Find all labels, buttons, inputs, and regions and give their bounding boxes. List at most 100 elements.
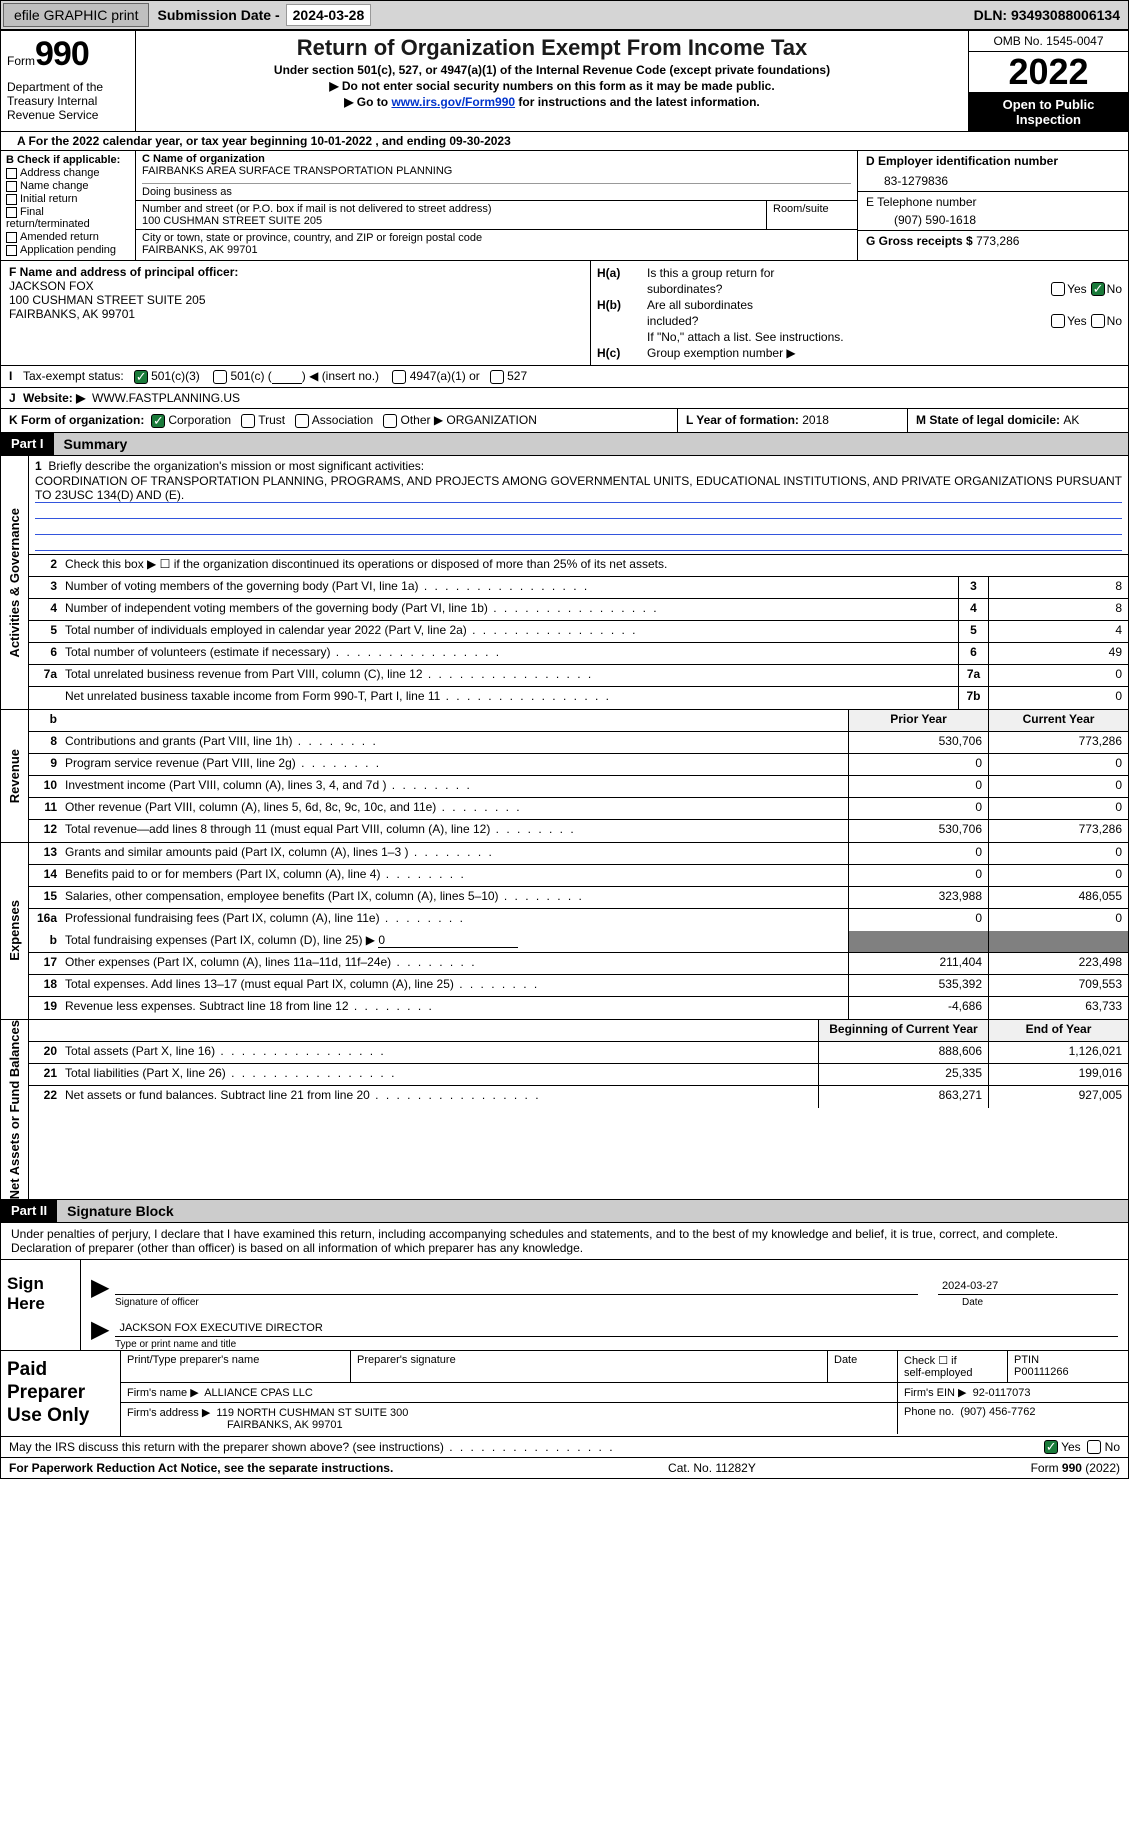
line-num: 3 — [29, 577, 61, 598]
line16b-cy-shade — [988, 931, 1128, 952]
checkbox-501c3[interactable] — [134, 370, 148, 384]
state-domicile: M State of legal domicile: AK — [908, 409, 1128, 432]
gov-line-4: 4 Number of independent voting members o… — [29, 599, 1128, 621]
current-year-value: 773,286 — [988, 732, 1128, 753]
line-num: 13 — [29, 843, 61, 864]
hb-no-checkbox[interactable] — [1091, 314, 1105, 328]
line-box: 5 — [958, 621, 988, 642]
checkbox-association[interactable] — [295, 414, 309, 428]
checkbox-amended-return[interactable] — [6, 232, 17, 243]
ha-no-checkbox[interactable] — [1091, 282, 1105, 296]
line-desc: Net assets or fund balances. Subtract li… — [61, 1086, 818, 1108]
dba-label: Doing business as — [142, 186, 232, 198]
open-to-public-badge: Open to Public Inspection — [969, 93, 1128, 131]
checkbox-corporation[interactable] — [151, 414, 165, 428]
prior-year-value: 0 — [848, 798, 988, 819]
sign-here-label: Sign Here — [1, 1260, 81, 1350]
part2-title: Signature Block — [57, 1200, 1128, 1222]
arrow-icon: ▶ — [91, 1323, 109, 1337]
firm-ein-label: Firm's EIN ▶ — [904, 1387, 967, 1399]
l-value: 2018 — [802, 413, 829, 427]
tel-label: E Telephone number — [866, 195, 1120, 209]
line-num: 11 — [29, 798, 61, 819]
discuss-no-checkbox[interactable] — [1087, 1440, 1101, 1454]
irs-link[interactable]: www.irs.gov/Form990 — [391, 95, 515, 109]
org-name-block: C Name of organization FAIRBANKS AREA SU… — [136, 151, 857, 201]
line-box: 7a — [958, 665, 988, 686]
line-desc: Grants and similar amounts paid (Part IX… — [61, 843, 848, 864]
line-num: 21 — [29, 1064, 61, 1085]
line-desc: Net unrelated business taxable income fr… — [61, 687, 958, 709]
tax-exempt-label: Tax-exempt status: — [23, 369, 124, 383]
line-desc: Investment income (Part VIII, column (A)… — [61, 776, 848, 797]
line-desc: Total revenue—add lines 8 through 11 (mu… — [61, 820, 848, 842]
checkbox-other[interactable] — [383, 414, 397, 428]
line-22: 22 Net assets or fund balances. Subtract… — [29, 1086, 1128, 1108]
firm-ein-value: 92-0117073 — [973, 1387, 1031, 1399]
begin-year-header: Beginning of Current Year — [818, 1020, 988, 1041]
ein-label: D Employer identification number — [866, 154, 1120, 168]
line-num: 10 — [29, 776, 61, 797]
officer-label: F Name and address of principal officer: — [9, 265, 582, 279]
website-label: Website: ▶ — [23, 391, 85, 405]
room-block: Room/suite — [767, 201, 857, 229]
prior-year-value: -4,686 — [848, 997, 988, 1019]
street-value: 100 CUSHMAN STREET SUITE 205 — [142, 215, 760, 227]
line2-num: 2 — [29, 555, 61, 576]
prior-year-value: 530,706 — [848, 732, 988, 753]
checkbox-501c[interactable] — [213, 370, 227, 384]
line-value: 8 — [988, 577, 1128, 598]
rev-hdr-spacer — [61, 710, 848, 731]
line16b-py-shade — [848, 931, 988, 952]
cat-no: Cat. No. 11282Y — [668, 1461, 756, 1475]
line-10: 10 Investment income (Part VIII, column … — [29, 776, 1128, 798]
gov-body: 1 Briefly describe the organization's mi… — [29, 456, 1128, 709]
prep-row-3: Firm's address ▶ 119 NORTH CUSHMAN ST SU… — [121, 1403, 1128, 1434]
form-number: 990 — [35, 35, 89, 73]
line-value: 8 — [988, 599, 1128, 620]
na-body: Beginning of Current Year End of Year 20… — [29, 1020, 1128, 1199]
current-year-value: 223,498 — [988, 953, 1128, 974]
efile-print-button[interactable]: efile GRAPHIC print — [3, 3, 149, 27]
prior-year-value: 0 — [848, 754, 988, 775]
klm-row: K Form of organization: Corporation Trus… — [0, 409, 1129, 433]
checkbox-name-change[interactable] — [6, 181, 17, 192]
line-desc: Contributions and grants (Part VIII, lin… — [61, 732, 848, 753]
part1-header: Part I Summary — [0, 433, 1129, 456]
current-year-value: 0 — [988, 776, 1128, 797]
checkbox-application-pending[interactable] — [6, 245, 17, 256]
end-year-value: 1,126,021 — [988, 1042, 1128, 1063]
line-desc: Total assets (Part X, line 16) — [61, 1042, 818, 1063]
name-title-sublabel: Type or print name and title — [81, 1339, 1128, 1350]
gov-line-6: 6 Total number of volunteers (estimate i… — [29, 643, 1128, 665]
officer-signature-field[interactable] — [115, 1290, 918, 1295]
col-b-checkboxes: B Check if applicable: Address change Na… — [1, 151, 136, 260]
hb-yes-checkbox[interactable] — [1051, 314, 1065, 328]
line-2: 2 Check this box ▶ ☐ if the organization… — [29, 555, 1128, 577]
checkbox-trust[interactable] — [241, 414, 255, 428]
vtab-governance: Activities & Governance — [1, 456, 29, 709]
row-i-lead: I — [1, 366, 17, 387]
part1-tag: Part I — [1, 433, 54, 455]
checkbox-address-change[interactable] — [6, 168, 17, 179]
ha-yes-checkbox[interactable] — [1051, 282, 1065, 296]
begin-year-value: 863,271 — [818, 1086, 988, 1108]
gross-block: G Gross receipts $ 773,286 — [858, 231, 1128, 251]
hb-note: If "No," attach a list. See instructions… — [647, 330, 1122, 344]
mission-prompt: Briefly describe the organization's miss… — [48, 459, 424, 473]
chk-label: Name change — [20, 180, 89, 192]
checkbox-4947[interactable] — [392, 370, 406, 384]
org-name-label: C Name of organization — [142, 153, 851, 165]
checkbox-527[interactable] — [490, 370, 504, 384]
department-label: Department of the Treasury Internal Reve… — [7, 80, 129, 122]
vtab-na-label: Net Assets or Fund Balances — [7, 1020, 22, 1199]
line-desc: Program service revenue (Part VIII, line… — [61, 754, 848, 775]
prep-sig-label: Preparer's signature — [351, 1351, 828, 1382]
checkbox-initial-return[interactable] — [6, 194, 17, 205]
hc-text: Group exemption number ▶ — [647, 346, 1122, 360]
vtab-rev-label: Revenue — [7, 749, 22, 803]
501c-insert-input[interactable] — [272, 369, 302, 384]
discuss-yes-checkbox[interactable] — [1044, 1440, 1058, 1454]
checkbox-final-return[interactable] — [6, 207, 17, 218]
line-num: 14 — [29, 865, 61, 886]
